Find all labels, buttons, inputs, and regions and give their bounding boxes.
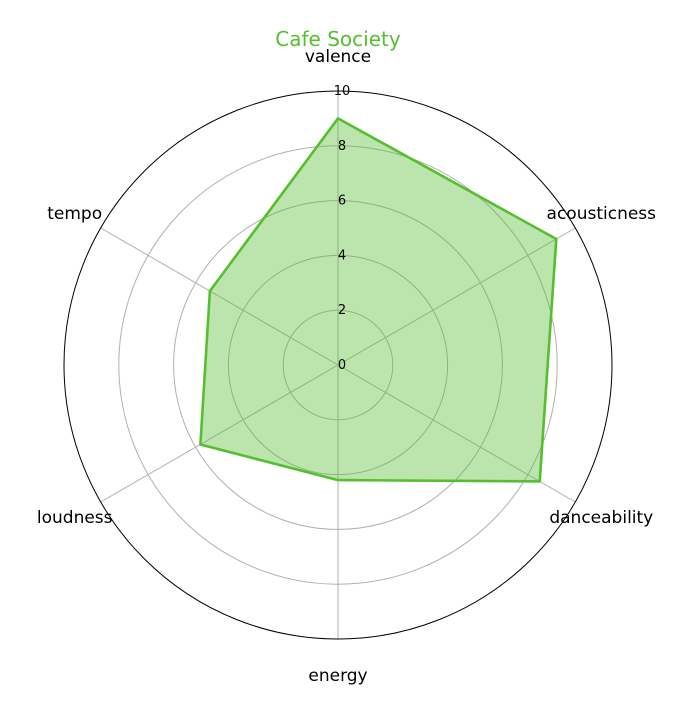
axis-label-tempo: tempo [47,204,102,224]
tick-label-6: 6 [338,194,346,209]
grid-layer [63,90,613,640]
axis-labels: valence acousticness danceability energy lou… [37,47,656,686]
tick-label-0: 0 [338,358,346,373]
axis-label-energy: energy [308,666,367,686]
tick-label-10: 10 [334,84,351,99]
grid-spoke-loudness [100,364,339,503]
series-area-0 [200,118,557,482]
axis-label-danceability: danceability [549,508,653,528]
axis-label-acousticness: acousticness [547,204,657,224]
tick-label-8: 8 [338,139,346,154]
chart-title: Cafe Society [275,27,401,51]
axis-label-loudness: loudness [37,508,113,528]
grid-spoke-tempo [100,227,339,366]
tick-label-4: 4 [338,248,346,263]
tick-label-2: 2 [338,303,346,318]
grid-spoke-danceability [337,364,576,503]
outer-frame [63,90,613,640]
grid-spoke-acousticness [337,227,576,366]
axis-label-valence: valence [305,47,371,67]
tick-labels: 0 2 4 6 8 10 [334,84,351,373]
series-layer [199,117,558,483]
